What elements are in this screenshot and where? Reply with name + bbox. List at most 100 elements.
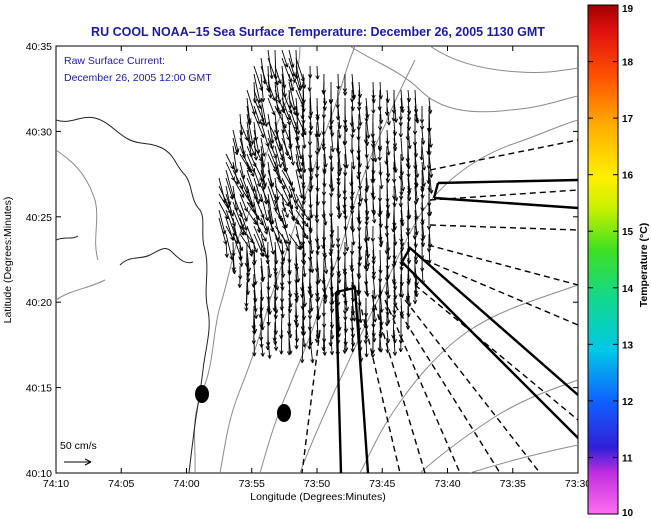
current-vector — [322, 337, 327, 356]
current-vector — [316, 129, 322, 152]
y-tick-label: 40:10 — [26, 468, 52, 480]
current-vector — [288, 73, 295, 92]
current-vector — [260, 105, 266, 126]
current-vector — [253, 113, 265, 139]
colorbar-tick-label: 19 — [622, 4, 634, 15]
current-vector — [237, 273, 242, 288]
current-vector — [281, 49, 289, 68]
x-axis-ticks: 74:10 74:05 74:00 73:55 73:50 73:45 73:40 73:35… — [43, 46, 591, 490]
current-vector — [288, 337, 293, 355]
current-vector — [427, 241, 432, 264]
current-vector — [392, 337, 398, 356]
current-vector — [365, 145, 370, 170]
scale-arrow — [64, 458, 92, 466]
current-vector — [259, 241, 265, 257]
y-tick-label: 40:15 — [26, 383, 52, 395]
x-tick-label: 73:55 — [239, 478, 265, 490]
x-tick-label: 73:40 — [434, 478, 460, 490]
current-vector — [281, 137, 292, 161]
current-vector — [377, 113, 383, 131]
current-vector — [399, 281, 405, 298]
current-vector — [260, 121, 270, 147]
current-vector — [405, 306, 411, 330]
current-vector — [244, 289, 249, 312]
current-vector — [330, 129, 335, 153]
current-vector — [246, 161, 255, 177]
current-vector — [295, 137, 303, 160]
current-vectors — [218, 49, 434, 364]
colorbar — [587, 4, 619, 515]
current-vector — [370, 337, 376, 358]
current-vector — [295, 169, 304, 199]
current-vector — [225, 177, 234, 200]
current-vector — [288, 185, 299, 210]
current-vector — [295, 209, 309, 228]
current-vector — [364, 281, 369, 295]
current-vector — [420, 265, 426, 285]
current-vector — [386, 105, 391, 126]
current-vector — [371, 97, 376, 114]
current-vector — [295, 161, 303, 180]
current-vector — [314, 329, 320, 343]
current-vector — [309, 337, 315, 364]
x-tick-label: 74:05 — [108, 478, 134, 490]
colorbar-label: Temperature (°C) — [638, 223, 650, 308]
current-vector — [336, 201, 342, 219]
current-vector — [252, 337, 257, 357]
x-tick-label: 74:00 — [173, 478, 199, 490]
current-vector — [385, 337, 390, 354]
current-vector — [267, 337, 272, 359]
current-vector — [294, 329, 299, 350]
buoy-marker — [195, 385, 209, 403]
current-vector — [371, 209, 377, 224]
current-vector — [419, 113, 425, 130]
current-vector — [398, 121, 404, 138]
current-vector — [267, 225, 275, 255]
current-vector — [295, 225, 303, 250]
current-vector — [329, 337, 335, 356]
y-tick-label: 40:25 — [26, 212, 52, 224]
current-vector — [364, 337, 369, 358]
x-tick-label: 73:50 — [304, 478, 330, 490]
colorbar-tick-label: 16 — [622, 171, 634, 182]
current-vector — [398, 337, 403, 353]
current-vector — [350, 337, 355, 353]
current-vector — [378, 337, 384, 353]
current-vector — [274, 65, 282, 84]
current-vector — [251, 249, 257, 266]
annotation-raw-current: Raw Surface Current: — [64, 55, 165, 67]
x-tick-label: 73:45 — [369, 478, 395, 490]
x-tick-label: 73:30 — [565, 478, 591, 490]
current-vector — [358, 337, 364, 362]
current-vector — [260, 337, 265, 357]
current-vector — [267, 169, 275, 187]
current-vector — [350, 121, 355, 139]
colorbar-tick-label: 12 — [622, 397, 634, 408]
current-vector — [288, 137, 296, 166]
colorbar-tick-label: 10 — [622, 508, 634, 519]
colorbar-tick-label: 17 — [622, 114, 634, 125]
current-vector — [274, 145, 283, 168]
y-tick-label: 40:20 — [26, 297, 52, 309]
current-vector — [342, 81, 348, 96]
colorbar-tick-label: 15 — [622, 227, 634, 238]
current-vector — [378, 233, 383, 248]
annotation-date: December 26, 2005 12:00 GMT — [64, 72, 212, 84]
current-vector — [246, 233, 254, 257]
current-vector — [288, 65, 296, 83]
y-tick-label: 40:30 — [26, 126, 52, 138]
current-vector — [232, 137, 239, 156]
current-vector — [342, 337, 347, 354]
current-vector — [225, 233, 234, 260]
y-axis-label: Latitude (Degrees:Minutes) — [2, 197, 14, 324]
current-vector — [351, 297, 357, 322]
y-tick-label: 40:35 — [26, 41, 52, 53]
current-vector — [279, 329, 284, 355]
colorbar-tick-label: 11 — [622, 453, 633, 464]
current-vector — [344, 225, 350, 252]
current-vector — [260, 73, 266, 103]
current-vector — [260, 217, 268, 235]
current-vector — [253, 169, 262, 188]
current-vector — [384, 313, 390, 327]
